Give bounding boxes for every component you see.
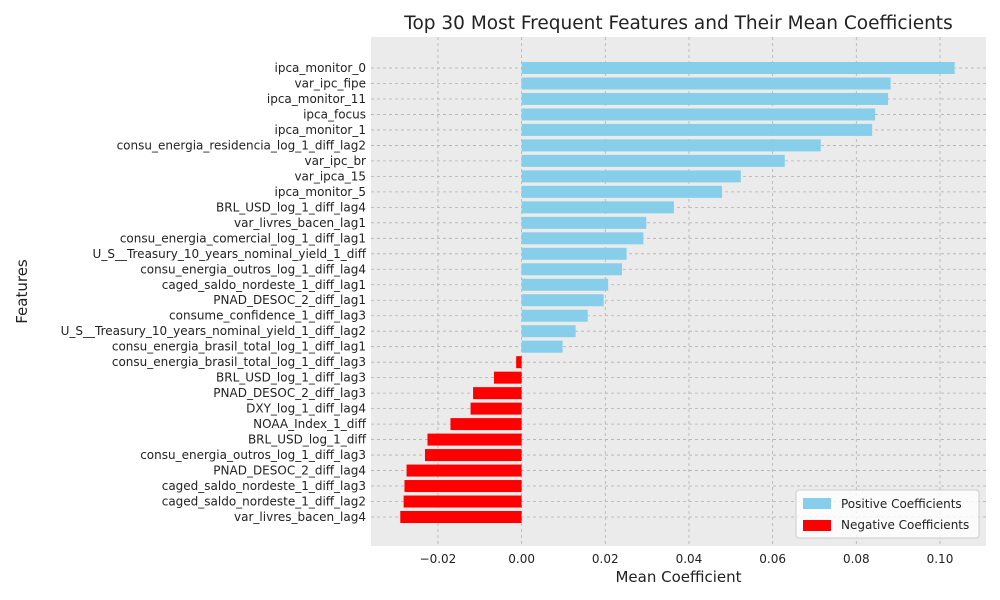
- plot-background: [371, 37, 986, 546]
- legend-label-negative: Negative Coefficients: [841, 518, 969, 532]
- x-axis-title: Mean Coefficient: [615, 568, 741, 586]
- y-tick-label: consu_energia_brasil_total_log_1_diff_la…: [112, 355, 366, 369]
- bar: [521, 232, 644, 245]
- legend-swatch-positive: [803, 498, 831, 509]
- y-tick-label: ipca_focus: [303, 107, 366, 121]
- bar: [406, 464, 522, 477]
- chart-title: Top 30 Most Frequent Features and Their …: [403, 13, 952, 34]
- y-tick-label: consume_confidence_1_diff_lag3: [169, 309, 366, 323]
- y-tick-label: caged_saldo_nordeste_1_diff_lag1: [162, 278, 366, 292]
- y-tick-label: ipca_monitor_5: [275, 185, 367, 199]
- bar: [521, 185, 723, 198]
- y-tick-label: U_S__Treasury_10_years_nominal_yield_1_d…: [93, 247, 367, 261]
- y-tick-label: ipca_monitor_1: [275, 123, 367, 137]
- bar: [516, 356, 522, 369]
- y-tick-label: DXY_log_1_diff_lag4: [246, 402, 366, 416]
- bar: [521, 325, 576, 338]
- bar: [521, 216, 647, 229]
- y-tick-label: PNAD_DESOC_2_diff_lag1: [213, 293, 366, 307]
- x-tick-label: 0.00: [508, 552, 535, 566]
- y-tick-label: consu_energia_residencia_log_1_diff_lag2: [117, 138, 366, 152]
- y-tick-label: var_livres_bacen_lag4: [234, 510, 366, 524]
- y-tick-label: var_ipc_br: [305, 154, 367, 168]
- x-tick-labels: −0.02 0.00 0.02 0.04 0.06 0.08 0.10: [420, 552, 954, 566]
- x-tick-label: 0.02: [592, 552, 619, 566]
- y-tick-label: PNAD_DESOC_2_diff_lag3: [213, 386, 366, 400]
- bar: [521, 340, 563, 353]
- bar: [521, 263, 623, 276]
- bar: [400, 511, 522, 523]
- x-tick-label: −0.02: [420, 552, 457, 566]
- y-tick-label: caged_saldo_nordeste_1_diff_lag3: [162, 479, 366, 493]
- bar: [403, 495, 522, 508]
- bar: [521, 62, 955, 74]
- y-tick-label: ipca_monitor_0: [275, 61, 367, 75]
- bars: [400, 62, 955, 523]
- y-tick-label: NOAA_Index_1_diff: [253, 417, 367, 431]
- bar: [521, 309, 588, 322]
- x-tick-label: 0.06: [759, 552, 786, 566]
- y-tick-label: var_ipc_fipe: [295, 76, 367, 90]
- y-tick-label: var_ipca_15: [294, 169, 366, 183]
- y-axis-title: Features: [13, 259, 31, 324]
- legend-label-positive: Positive Coefficients: [841, 497, 962, 511]
- bar: [521, 294, 604, 307]
- y-tick-label: consu_energia_outros_log_1_diff_lag4: [140, 262, 366, 276]
- bar: [494, 371, 522, 384]
- legend: Positive Coefficients Negative Coefficie…: [795, 489, 980, 539]
- y-tick-label: consu_energia_comercial_log_1_diff_lag1: [120, 231, 366, 245]
- bar: [521, 170, 741, 183]
- bar: [521, 77, 891, 90]
- y-tick-label: BRL_USD_log_1_diff: [248, 433, 367, 447]
- y-tick-label: BRL_USD_log_1_diff_lag4: [216, 200, 366, 214]
- bar: [404, 480, 522, 493]
- bar: [521, 123, 873, 136]
- x-tick-label: 0.10: [927, 552, 954, 566]
- y-tick-label: ipca_monitor_11: [267, 92, 366, 106]
- y-tick-label: caged_saldo_nordeste_1_diff_lag2: [162, 495, 366, 509]
- bar: [424, 449, 522, 462]
- bar: [470, 402, 522, 415]
- y-tick-label: PNAD_DESOC_2_diff_lag4: [213, 464, 366, 478]
- bar: [427, 433, 522, 446]
- bar: [521, 139, 821, 152]
- bar: [521, 108, 876, 121]
- y-tick-label: U_S__Treasury_10_years_nominal_yield_1_d…: [61, 324, 366, 338]
- bar: [521, 201, 674, 214]
- y-tick-label: consu_energia_brasil_total_log_1_diff_la…: [112, 340, 366, 354]
- y-tick-label: BRL_USD_log_1_diff_lag3: [216, 371, 366, 385]
- x-tick-label: 0.08: [843, 552, 870, 566]
- legend-swatch-negative: [803, 520, 831, 531]
- y-tick-label: var_livres_bacen_lag1: [234, 216, 366, 230]
- x-tick-label: 0.04: [676, 552, 703, 566]
- legend-box: [795, 489, 980, 539]
- bar: [521, 247, 627, 260]
- bar: [473, 387, 522, 400]
- bar: [521, 154, 785, 167]
- bar: [521, 92, 889, 105]
- y-tick-label: consu_energia_outros_log_1_diff_lag3: [140, 448, 366, 462]
- bar: [521, 278, 609, 291]
- bar: [450, 418, 522, 431]
